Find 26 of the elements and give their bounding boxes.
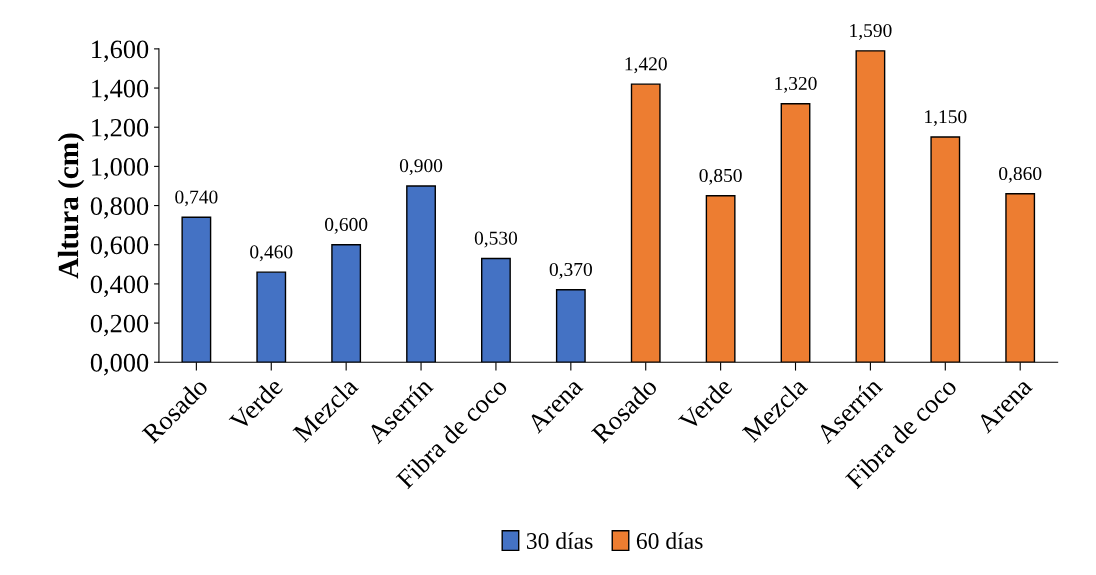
data-label: 0,740 (175, 190, 218, 207)
legend-label: 30 días (526, 532, 593, 549)
data-label: 1,320 (775, 76, 817, 93)
y-tick-label: 0,400 (90, 275, 149, 298)
data-label: 0,900 (399, 159, 443, 176)
data-label: 0,850 (699, 168, 742, 185)
y-tick-label: 0,600 (90, 236, 149, 258)
data-label: 0,460 (250, 245, 293, 262)
y-axis-title: Altura (cm) (57, 133, 85, 279)
y-tick-label: 1,400 (92, 79, 149, 102)
data-label: 1,590 (850, 23, 892, 40)
legend-label: 60 días (636, 532, 703, 549)
y-tick-label: 1,200 (92, 118, 149, 141)
y-tick-label: 0,800 (90, 197, 149, 219)
x-tick-label: Verde (677, 376, 734, 432)
data-label: 0,370 (549, 262, 592, 279)
data-label: 0,600 (325, 217, 368, 234)
data-label: 1,420 (625, 57, 667, 74)
data-label: 0,530 (474, 231, 518, 248)
y-tick-label: 1,000 (92, 158, 149, 180)
x-tick-label: Verde (227, 376, 284, 432)
data-label: 0,860 (999, 166, 1042, 183)
data-label: 1,150 (925, 110, 967, 127)
y-tick-label: 0,200 (90, 314, 149, 337)
y-tick-label: 1,600 (92, 40, 149, 63)
y-tick-label: 0,000 (90, 353, 149, 376)
